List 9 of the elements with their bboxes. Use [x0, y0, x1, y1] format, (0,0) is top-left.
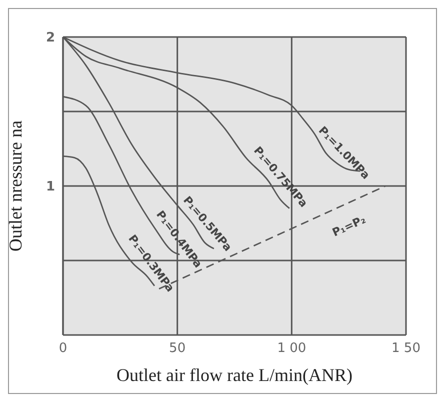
y-tick-label: 1 [46, 180, 55, 195]
x-tick-label: 1 50 [392, 341, 420, 356]
y-axis-title: Outlet nressure na [5, 120, 26, 252]
x-tick-label: 0 [58, 341, 68, 356]
x-tick-label: 1 00 [277, 341, 306, 356]
x-tick-label: 50 [169, 341, 186, 356]
text: P₁=P₂ [330, 212, 368, 240]
y-tick-label: 2 [46, 30, 55, 46]
x-axis-title: Outlet air flow rate L/min(ANR) [116, 365, 352, 385]
